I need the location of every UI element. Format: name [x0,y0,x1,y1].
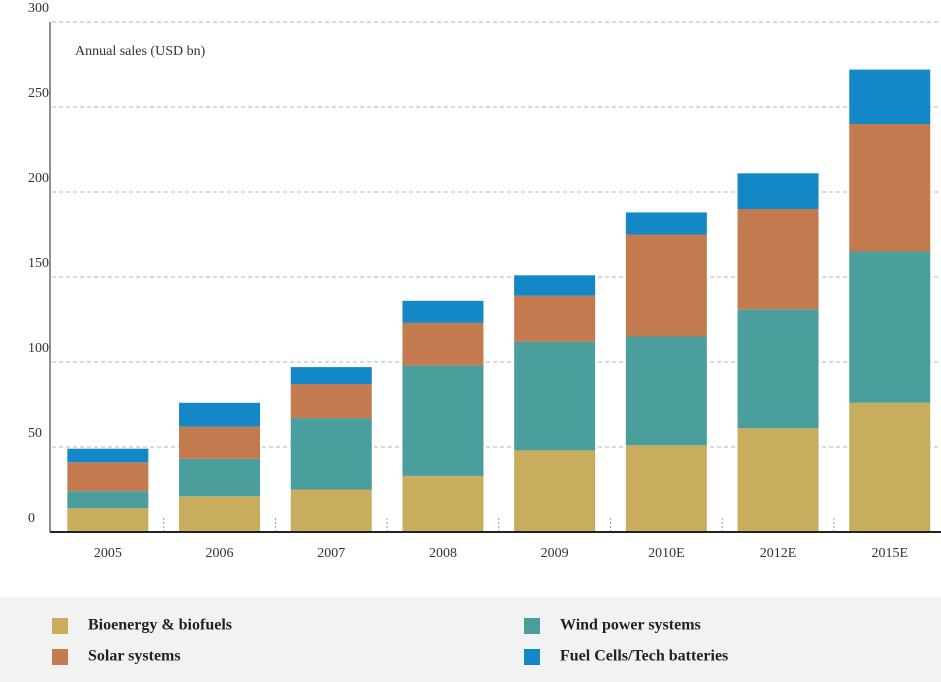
bar-segment [290,418,372,490]
x-tick-label: 2015E [871,546,908,561]
bar-segment [179,426,261,459]
bar-segment [625,212,707,235]
bar-segment [290,367,372,385]
x-tick-label: 2007 [317,546,345,561]
bar-segment [737,209,819,310]
bar-segment [67,491,149,509]
bar-segment [849,124,931,252]
bar-segment [179,458,261,497]
y-tick-label: 100 [28,341,49,356]
legend-label: Solar systems [88,648,181,665]
bar-segment [625,445,707,532]
bar-segment [514,450,596,532]
y-tick-label: 300 [28,1,49,16]
legend-swatch [524,618,540,634]
bar-segment [290,489,372,532]
bar-segment [179,496,261,532]
bar-segment [402,300,484,323]
bar-segment [402,475,484,532]
x-tick-label: 2009 [541,546,569,561]
x-tick-label: 2012E [760,546,797,561]
x-tick-label: 2005 [94,546,122,561]
y-tick-label: 200 [28,171,49,186]
x-tick-label: 2008 [429,546,457,561]
bar-segment [179,402,261,427]
legend-swatch [524,649,540,665]
legend-label: Wind power systems [560,617,701,634]
annotation: Annual sales (USD bn) [75,44,206,59]
bar-segment [402,322,484,366]
bar-segment [67,508,149,532]
bar-segment [737,309,819,429]
bar-segment [514,275,596,296]
bar-segment [67,462,149,492]
bar-segment [737,173,819,209]
bar-segment [849,402,931,532]
bar-segment [514,295,596,342]
legend-background [0,597,941,682]
bar-segment [402,365,484,476]
bar-segment [849,69,931,124]
legend-label: Bioenergy & biofuels [88,617,232,634]
bar-segment [514,341,596,451]
y-tick-label: 50 [28,426,42,441]
legend-swatch [52,649,68,665]
y-tick-label: 250 [28,86,49,101]
legend-swatch [52,618,68,634]
y-tick-label: 150 [28,256,49,271]
bar-segment [625,336,707,446]
bar-segment [290,384,372,419]
x-tick-label: 2006 [206,546,234,561]
bar-segment [625,234,707,337]
bar-segment [67,448,149,463]
y-tick-label: 0 [28,511,35,526]
legend-label: Fuel Cells/Tech batteries [560,648,728,665]
bar-segment [849,251,931,403]
bar-segment [737,428,819,532]
x-tick-label: 2010E [648,546,685,561]
